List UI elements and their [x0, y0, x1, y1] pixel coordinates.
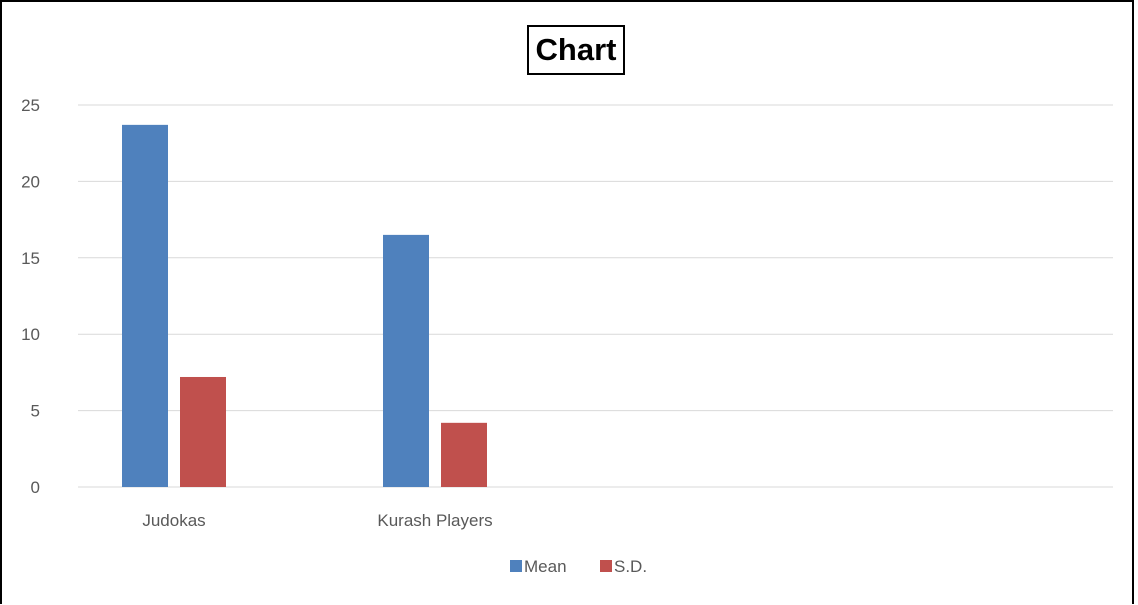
- y-tick-label: 0: [31, 478, 40, 497]
- y-tick-label: 10: [21, 325, 40, 344]
- y-axis-ticks: 0 5 10 15 20 25: [21, 96, 40, 497]
- chart-title: Chart: [527, 25, 625, 75]
- y-tick-label: 5: [31, 402, 40, 421]
- gridlines: [78, 104, 1113, 488]
- bar-mean-judokas: [122, 124, 168, 487]
- bar-mean-kurash-players: [383, 234, 429, 487]
- x-axis-ticks: Judokas Kurash Players: [142, 511, 492, 530]
- legend-label: Mean: [524, 557, 567, 576]
- legend-swatch-mean: [510, 560, 522, 572]
- legend-label: S.D.: [614, 557, 647, 576]
- bars: [122, 124, 487, 487]
- y-tick-label: 20: [21, 172, 40, 191]
- y-tick-label: 15: [21, 249, 40, 268]
- legend-swatch-sd: [600, 560, 612, 572]
- x-tick-label: Judokas: [142, 511, 205, 530]
- legend: Mean S.D.: [510, 557, 647, 576]
- bar-sd-judokas: [180, 376, 226, 487]
- bar-sd-kurash-players: [441, 422, 487, 487]
- y-tick-label: 25: [21, 96, 40, 115]
- x-tick-label: Kurash Players: [377, 511, 492, 530]
